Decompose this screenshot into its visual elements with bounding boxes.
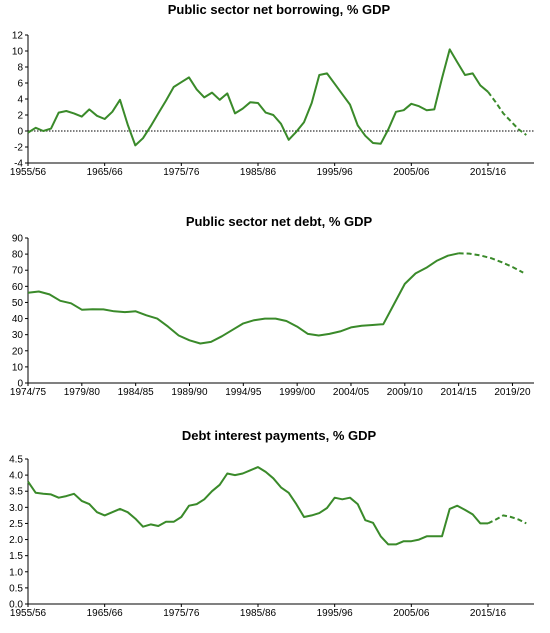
borrowing-y-tick-label: 8 [17,63,23,74]
debt-x-tick-label: 1999/00 [279,387,316,398]
borrowing-chart-title: Public sector net borrowing, % GDP [168,2,391,17]
debt-chart: Public sector net debt, % GDP 0 10 20 30 40 5… [10,214,534,398]
borrowing-x-tick-label: 2005/06 [393,167,430,178]
interest-y-tick-label: 0.0 [9,600,23,611]
borrowing-x-tick-label: 2015/16 [470,167,507,178]
debt-chart-title: Public sector net debt, % GDP [186,214,373,229]
interest-y-tick-label: 3.5 [9,487,23,498]
borrowing-y-tick-label: 12 [12,31,24,42]
interest-x-tick-label: 1985/86 [240,608,277,619]
interest-y-tick-label: 4.0 [9,471,23,482]
debt-y-tick-label: 20 [12,346,24,357]
debt-x-tick-label: 2014/15 [441,387,478,398]
interest-x-tick-label: 1965/66 [87,608,124,619]
debt-y-tick-label: 60 [12,282,24,293]
debt-x-tick-label: 1974/75 [10,387,47,398]
interest-x-tick-label: 2015/16 [470,608,507,619]
interest-x-tick-label: 1955/56 [10,608,47,619]
borrowing-x-tick-label: 1985/86 [240,167,277,178]
borrowing-y-tick-label: 4 [17,95,23,106]
interest-y-tick-label: 3.0 [9,503,23,514]
debt-series-line [27,252,459,345]
debt-x-tick-label: 1984/85 [118,387,155,398]
borrowing-y-tick-label: -4 [14,159,23,170]
borrowing-x-tick-label: 1975/76 [163,167,200,178]
interest-x-tick-label: 1975/76 [163,608,200,619]
debt-x-tick-label: 2009/10 [387,387,424,398]
debt-y-tick-label: 90 [12,234,24,245]
interest-x-tick-label: 2005/06 [393,608,430,619]
borrowing-y-tick-label: 0 [17,127,23,138]
debt-y-tick-label: 0 [17,379,23,390]
debt-x-tick-label: 1994/95 [225,387,262,398]
borrowing-y-tick-label: 2 [17,111,23,122]
debt-y-tick-label: 30 [12,330,24,341]
debt-x-tick-label: 1979/80 [64,387,101,398]
interest-y-tick-label: 1.5 [9,551,23,562]
interest-y-tick-label: 2.5 [9,519,23,530]
interest-y-tick-label: 0.5 [9,583,23,594]
borrowing-y-tick-label: 6 [17,79,23,90]
debt-y-tick-label: 70 [12,266,24,277]
debt-projection-line [458,252,524,274]
borrowing-y-tick-label: -2 [14,143,23,154]
borrowing-series-line [27,48,489,147]
interest-y-tick-label: 4.5 [9,455,23,466]
borrowing-x-tick-label: 1955/56 [10,167,47,178]
interest-y-tick-label: 2.0 [9,535,23,546]
debt-x-tick-label: 1989/90 [171,387,208,398]
interest-chart: Debt interest payments, % GDP 0.0 0.5 1.0 1… [9,428,534,619]
interest-x-tick-label: 1995/96 [317,608,354,619]
debt-x-tick-label: 2004/05 [333,387,370,398]
debt-y-tick-label: 80 [12,250,24,261]
debt-y-tick-label: 10 [12,362,24,373]
borrowing-y-tick-label: 10 [12,47,24,58]
borrowing-chart: Public sector net borrowing, % GDP -4 -2 0… [10,2,534,178]
debt-y-tick-label: 40 [12,314,24,325]
borrowing-x-tick-label: 1965/66 [87,167,124,178]
debt-y-tick-label: 50 [12,298,24,309]
interest-y-tick-label: 1.0 [9,567,23,578]
borrowing-x-tick-label: 1995/96 [317,167,354,178]
debt-x-tick-label: 2019/20 [494,387,531,398]
borrowing-projection-line [487,91,527,136]
interest-projection-line [487,514,527,525]
interest-chart-title: Debt interest payments, % GDP [182,428,377,443]
interest-series-line [27,466,488,546]
